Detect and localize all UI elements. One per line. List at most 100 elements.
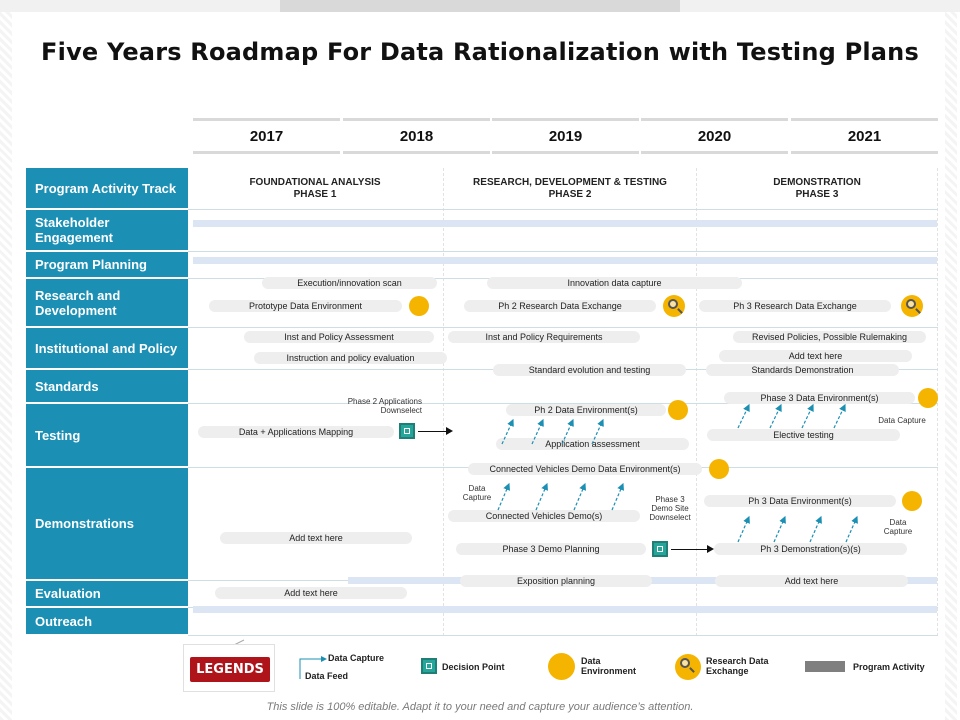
data-capture-arrow [845,515,858,543]
legend-research-exchange-icon [675,654,701,680]
downselect-note-line1: Phase 2 Applications [347,397,422,406]
grid-right-edge [937,168,938,636]
phase-divider-1 [443,168,444,636]
dc-right-line2: Capture [883,527,913,536]
activity-innovation-capture: Innovation data capture [487,277,742,289]
activity-ph3-demonstrations: Ph 3 Demonstration(s)(s) [714,543,907,555]
activity-prototype-env: Prototype Data Environment [209,300,402,312]
legends-button[interactable]: LEGENDS [190,657,270,682]
decision-point-icon [652,541,668,557]
phase-1-title: FOUNDATIONAL ANALYSIS [249,177,381,188]
legend-research-line2: Exchange [706,666,749,676]
site-note-line1: Phase 3 [655,495,685,504]
site-note-line2: Demo Site [651,504,689,513]
data-capture-arrow [501,418,514,445]
activity-add-text: Add text here [719,350,912,362]
downselect-note: Phase 2 Applications Downselect [330,397,422,415]
legend-research-line1: Research Data [706,656,769,666]
data-environment-milestone [668,400,688,420]
data-capture-arrow [773,515,786,543]
year-2020: 2020 [641,118,788,154]
legend-feed-line [299,656,327,679]
legend-data-environment-icon [548,653,575,680]
legend-program-activity-icon [805,661,845,672]
data-capture-arrow [611,482,624,511]
row-program-activity-track: Program Activity Track [26,168,188,210]
phase-3-title: DEMONSTRATION [773,177,861,188]
year-2021: 2021 [791,118,938,154]
phase-2-label: PHASE 2 [548,189,592,200]
data-feed-arrow [418,431,446,432]
data-capture-arrow [591,418,604,445]
phase-2-header: RESEARCH, DEVELOPMENT & TESTING PHASE 2 [445,177,695,201]
dc-left-line1: Data [468,484,486,493]
data-environment-milestone [902,491,922,511]
activity-standard-evolution: Standard evolution and testing [493,364,686,376]
activity-revised-policies: Revised Policies, Possible Rulemaking [733,331,926,343]
data-capture-arrow [769,403,782,429]
grid-line [188,251,938,252]
activity-ph3-exchange: Ph 3 Research Data Exchange [699,300,891,312]
row-standards: Standards [26,370,188,404]
activity-ph2-data-env: Ph 2 Data Environment(s) [506,404,666,416]
phase-3-header: DEMONSTRATION PHASE 3 [698,177,936,201]
legend-data-env-line2: Environment [581,666,637,676]
row-outreach: Outreach [26,608,188,636]
activity-exposition-planning: Exposition planning [460,575,652,587]
row-research-development: Research and Development [26,279,188,328]
activity-elective-testing: Elective testing [707,429,900,441]
legend-data-capture-label: Data Capture [328,653,385,663]
data-capture-arrow [497,482,510,511]
decision-point-icon [399,423,415,439]
activity-cv-demos: Connected Vehicles Demo(s) [448,510,640,522]
data-feed-arrow [671,549,707,550]
activity-standards-demo: Standards Demonstration [706,364,899,376]
stakeholder-band [193,220,937,227]
data-capture-arrow [561,418,574,445]
footer-note: This slide is 100% editable. Adapt it to… [266,701,694,713]
activity-ph3-data-env-b: Ph 3 Data Environment(s) [704,495,896,507]
right-stripe [945,12,957,720]
phase-2-title: RESEARCH, DEVELOPMENT & TESTING [473,177,667,188]
data-capture-arrow [737,403,750,429]
legend-decision-point-icon [421,658,437,674]
phase-divider-2 [696,168,697,636]
dc-right-line1: Data [889,518,907,527]
page-title: Five Years Roadmap For Data Rationalizat… [41,38,919,66]
grid-line [188,403,938,404]
data-capture-note-left: Data Capture [452,484,502,502]
data-feed-arrowhead [446,427,453,435]
legend-research-exchange-label: Research Data Exchange [706,656,769,676]
data-capture-note-right: Data Capture [868,518,928,536]
activity-add-text: Add text here [220,532,412,544]
left-stripe [0,12,12,720]
top-bar-right [680,0,960,12]
row-testing: Testing [26,404,188,468]
data-capture-note: Data Capture [878,416,926,425]
legend-program-activity-label: Program Activity [853,662,925,672]
row-program-planning: Program Planning [26,252,188,279]
activity-inst-policy-assessment: Inst and Policy Assessment [244,331,434,343]
activity-ph3-demo-planning: Phase 3 Demo Planning [456,543,646,555]
row-institutional-policy: Institutional and Policy [26,328,188,370]
data-environment-milestone [918,388,938,408]
data-capture-arrow [737,515,750,543]
activity-cv-demo-env: Connected Vehicles Demo Data Environment… [468,463,702,475]
planning-band [193,257,937,264]
activity-ph3-data-env: Phase 3 Data Environment(s) [724,392,915,404]
row-stakeholder-engagement: Stakeholder Engagement [26,210,188,252]
phase-1-header: FOUNDATIONAL ANALYSIS PHASE 1 [190,177,440,201]
data-capture-arrow [801,403,814,429]
top-bar-middle [280,0,680,12]
data-environment-milestone [709,459,729,479]
data-capture-arrow [809,515,822,543]
activity-ph2-exchange: Ph 2 Research Data Exchange [464,300,656,312]
outreach-band [193,606,937,613]
row-evaluation: Evaluation [26,581,188,608]
row-demonstrations: Demonstrations [26,468,188,581]
phase-1-label: PHASE 1 [293,189,337,200]
grid-line [188,209,938,210]
phase-3-label: PHASE 3 [795,189,839,200]
activity-add-text: Add text here [215,587,407,599]
